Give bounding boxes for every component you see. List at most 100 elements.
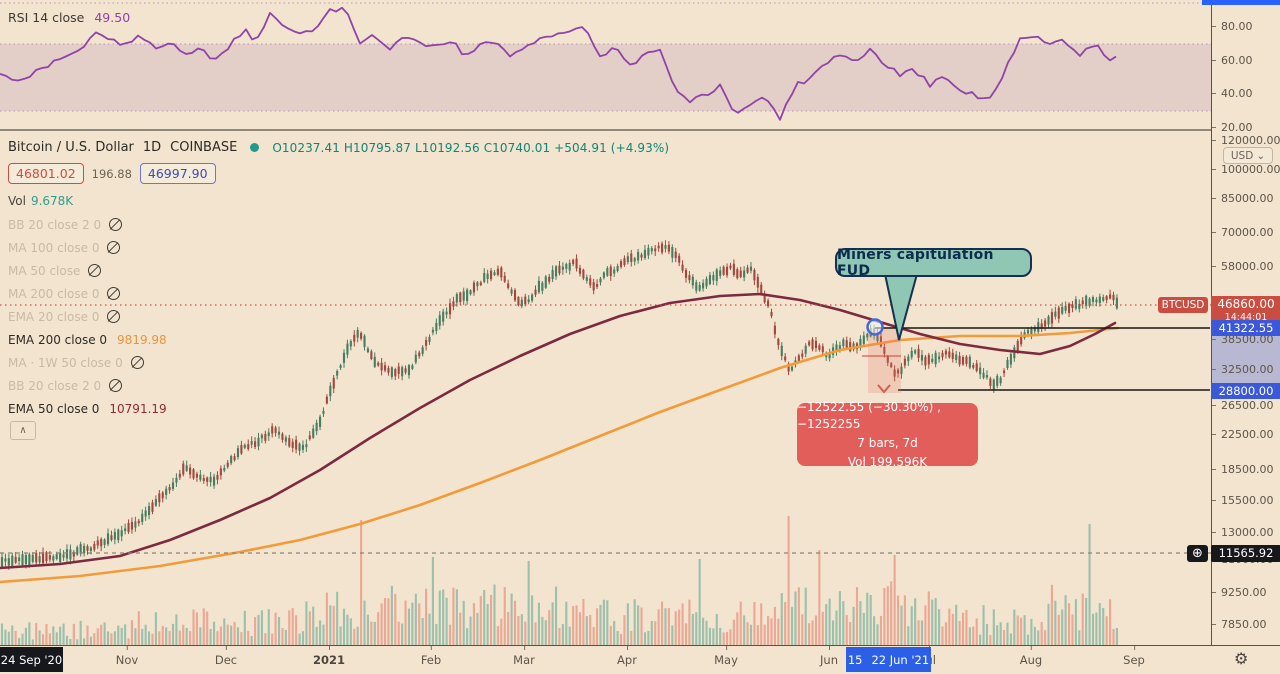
currency-dropdown[interactable]: USD ⌄ xyxy=(1223,147,1273,164)
ema-50-line xyxy=(0,292,1117,570)
add-alert-plus-icon[interactable]: ⊕ xyxy=(1187,545,1208,562)
indicator-row[interactable]: MA · 1W 50 close 0 xyxy=(8,351,167,374)
price-axis-tick: 13000.00 xyxy=(1212,526,1280,540)
ask-price[interactable]: 46997.90 xyxy=(139,163,216,184)
measure-arrow-down-icon xyxy=(877,384,891,394)
exchange-label: COINBASE xyxy=(170,140,238,155)
upper-level-label: 41322.55 xyxy=(1211,320,1280,336)
eye-off-icon[interactable] xyxy=(88,264,102,277)
time-axis-label: Dec xyxy=(214,646,238,667)
callout-miners-capitulation[interactable]: Miners capitulation FUD xyxy=(835,247,1032,279)
chevron-down-icon: ⌄ xyxy=(1256,149,1266,162)
time-axis-label: Feb xyxy=(420,646,442,667)
indicator-label: MA 200 close 0 xyxy=(8,286,100,301)
tooltip-line: −12522.55 (−30.30%) , −1252255 xyxy=(797,399,941,431)
price-axis-tick: 60.00 xyxy=(1212,54,1280,68)
indicator-row[interactable]: MA 200 close 0 xyxy=(8,282,167,305)
eye-off-icon[interactable] xyxy=(130,356,144,369)
spread-value: 196.88 xyxy=(91,166,132,181)
lower-level-label: 28800.00 xyxy=(1211,383,1280,399)
price-axis-tick: 7850.00 xyxy=(1212,618,1280,632)
volume-bars xyxy=(0,516,1118,645)
vol-label: Vol xyxy=(8,194,26,208)
indicator-label: MA · 1W 50 close 0 xyxy=(8,355,123,370)
eye-off-icon[interactable] xyxy=(109,218,123,231)
price-axis-tick: 70000.00 xyxy=(1212,226,1280,240)
first-date-label: 24 Sep '20 xyxy=(0,647,63,672)
quote-row: 46801.02 196.88 46997.90 xyxy=(8,163,216,184)
price-axis-tick: 20.00 xyxy=(1212,121,1280,135)
price-axis-tick: 18500.00 xyxy=(1212,463,1280,477)
price-axis-tick: 15500.00 xyxy=(1212,494,1280,508)
price-axis-tick: 32500.00 xyxy=(1212,363,1280,377)
rsi-legend[interactable]: RSI 14 close 49.50 xyxy=(8,10,130,25)
indicator-row[interactable]: EMA 200 close 0 9819.98 xyxy=(8,328,167,351)
indicator-row[interactable]: MA 100 close 0 xyxy=(8,236,167,259)
bid-price[interactable]: 46801.02 xyxy=(8,163,84,184)
eye-off-icon[interactable] xyxy=(107,287,121,300)
indicator-row[interactable]: EMA 50 close 0 10791.19 xyxy=(8,397,167,420)
indicator-label: MA 50 close xyxy=(8,263,81,278)
price-axis-tick: 80.00 xyxy=(1212,20,1280,34)
vol-value: 9.678K xyxy=(30,194,74,208)
indicator-label: EMA 20 close 0 xyxy=(8,309,100,324)
loading-bar xyxy=(1202,0,1280,5)
interval-label[interactable]: 1D xyxy=(142,140,162,155)
main-chart[interactable] xyxy=(0,0,1211,674)
symbol-title[interactable]: Bitcoin / U.S. Dollar xyxy=(8,140,134,155)
settings-gear-icon[interactable]: ⚙ xyxy=(1234,649,1249,668)
indicator-row[interactable]: MA 50 close xyxy=(8,259,167,282)
indicator-label: MA 100 close 0 xyxy=(8,240,100,255)
collapse-legend-button[interactable]: ∧ xyxy=(10,421,36,440)
indicator-value: 10791.19 xyxy=(109,401,167,416)
eye-off-icon[interactable] xyxy=(107,241,121,254)
market-status-icon xyxy=(250,143,260,152)
indicator-row[interactable]: EMA 20 close 0 xyxy=(8,305,167,328)
bar-countdown: 14:44:01 xyxy=(1224,312,1268,323)
axis-selection-overlay xyxy=(1212,328,1280,391)
indicator-list: BB 20 close 2 0 MA 100 close 0 MA 50 close… xyxy=(8,213,167,420)
time-axis-label: 2021 xyxy=(312,646,346,667)
measure-band xyxy=(868,329,901,393)
eye-off-icon[interactable] xyxy=(107,310,121,323)
eye-off-icon[interactable] xyxy=(109,379,123,392)
indicator-row[interactable]: BB 20 close 2 0 xyxy=(8,213,167,236)
symbol-header[interactable]: Bitcoin / U.S. Dollar 1D COINBASE O10237… xyxy=(8,140,669,155)
time-axis-label: May xyxy=(714,646,738,667)
time-axis-label: Nov xyxy=(115,646,139,667)
selected-date-range: 15 22 Jun '21 xyxy=(846,647,931,672)
ohlc-readout: O10237.41 H10795.87 L10192.56 C10740.01 … xyxy=(272,140,670,155)
ema-200-line xyxy=(0,326,1120,584)
measure-tooltip: −12522.55 (−30.30%) , −1252255 7 bars, 7d… xyxy=(797,400,978,469)
symbol-price-tag: BTCUSD xyxy=(1158,297,1208,313)
price-axis-tick: 9250.00 xyxy=(1212,586,1280,600)
price-axis-tick: 120000.00 xyxy=(1212,134,1280,148)
event-marker-circle xyxy=(866,318,884,336)
crosshair-price-label: 11565.92 xyxy=(1211,545,1280,562)
rsi-value: 49.50 xyxy=(94,10,131,25)
price-axis-tick: 26500.00 xyxy=(1212,399,1280,413)
time-axis-label: Jun xyxy=(820,646,838,667)
volume-legend[interactable]: Vol 9.678K xyxy=(8,194,73,208)
rsi-line xyxy=(0,6,1117,121)
time-axis-label: Sep xyxy=(1123,646,1145,667)
indicator-label: BB 20 close 2 0 xyxy=(8,217,102,232)
price-axis-tick: 40.00 xyxy=(1212,87,1280,101)
rsi-label: RSI 14 close xyxy=(8,10,85,25)
price-axis-tick: 85000.00 xyxy=(1212,192,1280,206)
price-axis-tick: 22500.00 xyxy=(1212,428,1280,442)
tooltip-line: Vol 199.596K xyxy=(847,454,928,469)
indicator-row[interactable]: BB 20 close 2 0 xyxy=(8,374,167,397)
indicator-value: 9819.98 xyxy=(117,332,167,347)
time-axis[interactable]: 24 Sep '20 15 22 Jun '21 Nov Dec 2021 Feb Mar… xyxy=(0,645,1280,674)
price-axis-tick: 100000.00 xyxy=(1212,163,1280,177)
time-axis-label: Apr xyxy=(617,646,637,667)
price-axis-tick: 58000.00 xyxy=(1212,260,1280,274)
indicator-label: BB 20 close 2 0 xyxy=(8,378,102,393)
price-axis-tick: 38500.00 xyxy=(1212,333,1280,347)
price-axis[interactable]: USD ⌄ 46860.00 14:44:01 41322.55 28800.00… xyxy=(1211,0,1280,674)
indicator-label: EMA 200 close 0 xyxy=(8,332,108,347)
time-axis-label: Aug xyxy=(1019,646,1043,667)
tooltip-line: 7 bars, 7d xyxy=(857,435,918,450)
